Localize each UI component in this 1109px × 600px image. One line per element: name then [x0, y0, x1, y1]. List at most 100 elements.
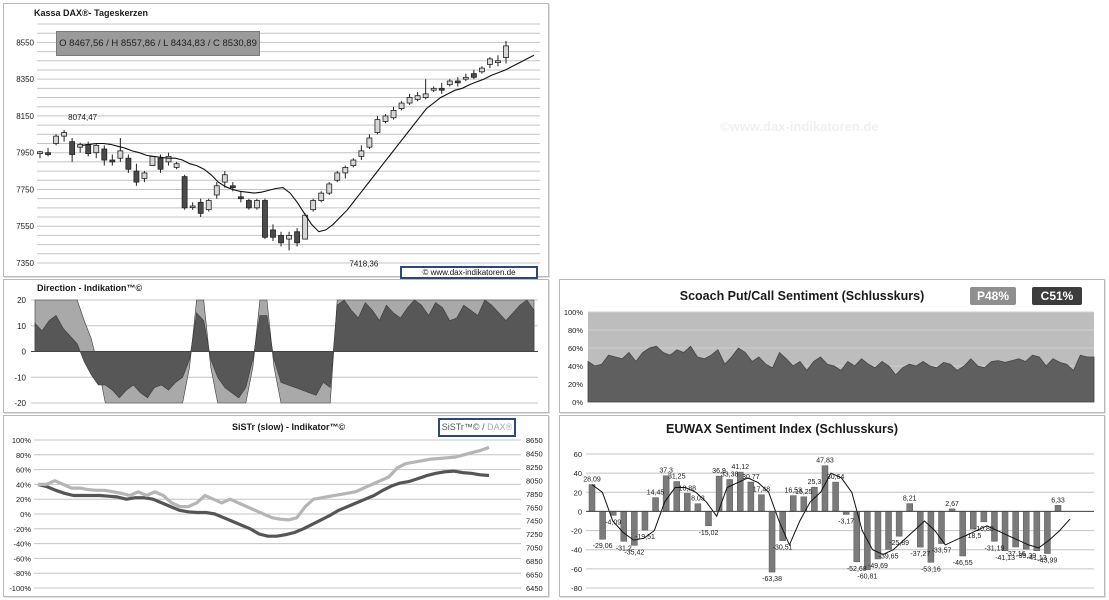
candle-body — [350, 159, 357, 166]
candle-body — [358, 150, 365, 157]
y-tick-label: 7950 — [16, 149, 34, 158]
data-label: -29,06 — [593, 543, 613, 550]
data-label: 17,48 — [753, 487, 771, 494]
chart-title: Kassa DAX®- Tageskerzen — [34, 8, 148, 18]
candle-body — [326, 183, 333, 194]
euwax-panel: EUWAX Sentiment Index (Schlusskurs) 60 40 2… — [559, 415, 1105, 597]
price-annotation: 8074,47 — [68, 113, 97, 122]
y-left-tick-label: 100% — [12, 436, 32, 445]
candle-body — [45, 152, 51, 155]
y-tick-label: -10 — [14, 373, 26, 382]
data-label: -63,38 — [762, 576, 782, 583]
y-left-tick-label: -60% — [13, 554, 31, 563]
y-left-tick-label: -40% — [13, 540, 31, 549]
data-label: -33,57 — [932, 548, 952, 555]
y-tick-label: 20% — [568, 380, 583, 389]
data-label: 28,09 — [583, 477, 601, 484]
candle-body — [189, 205, 196, 208]
y-left-tick-label: 0% — [20, 510, 31, 519]
candle-body — [77, 144, 84, 148]
candle-body — [197, 201, 204, 214]
data-label: 8,21 — [903, 496, 917, 503]
candle-body — [366, 137, 373, 148]
sentiment-bar — [715, 475, 723, 512]
data-label: -3,17 — [838, 518, 854, 525]
legend-dax: DAX® — [487, 422, 513, 432]
sentiment-bar — [1033, 511, 1041, 552]
candle-body — [487, 58, 493, 65]
y-tick-label: 8550 — [16, 38, 34, 47]
sentiment-bar — [917, 511, 924, 548]
candle-body — [454, 80, 461, 84]
sentiment-bar — [1012, 511, 1019, 548]
candle-body — [342, 166, 349, 174]
sistr-legend: SiSTr™© / DAX® — [438, 418, 516, 437]
candle-body — [37, 151, 43, 155]
data-label: 15,25 — [795, 489, 813, 496]
data-label: -18,5 — [965, 533, 981, 540]
sentiment-bar — [652, 497, 659, 512]
candle-body — [117, 150, 124, 159]
candle-body — [69, 141, 76, 155]
y-right-tick-label: 7850 — [526, 490, 543, 499]
candle-body — [262, 200, 268, 238]
data-label: -31,2 — [616, 545, 632, 552]
candle-body — [157, 157, 164, 170]
y-left-tick-label: -80% — [13, 569, 31, 578]
y-left-tick-label: 40% — [16, 480, 31, 489]
y-right-tick-label: 6650 — [526, 571, 543, 580]
candle-body — [245, 200, 252, 209]
candle-body — [374, 119, 381, 133]
candle-body — [446, 80, 453, 86]
y-left-tick-label: -100% — [9, 584, 31, 593]
candle-body — [125, 157, 132, 170]
data-label: 30,77 — [742, 474, 760, 481]
candle-body — [422, 93, 429, 98]
put-badge: P48% — [970, 287, 1016, 305]
y-tick-label: 0% — [572, 398, 583, 407]
call-badge: C51% — [1032, 287, 1082, 305]
sentiment-bar — [609, 511, 617, 516]
data-label: 36,9 — [712, 468, 726, 475]
candle-body — [141, 172, 148, 179]
sentiment-bar — [726, 479, 733, 512]
sentiment-bar — [1054, 505, 1062, 512]
data-label: 18,88 — [679, 485, 697, 492]
candle-body — [286, 235, 292, 240]
ohlc-readout: O 8467,56 / H 8557,86 / L 8434,83 / C 85… — [56, 31, 260, 56]
y-right-tick-label: 8450 — [526, 449, 543, 458]
chart-title: EUWAX Sentiment Index (Schlusskurs) — [666, 422, 898, 436]
y-right-tick-label: 8050 — [526, 476, 543, 485]
y-tick-label: 0 — [578, 507, 582, 516]
data-label: 25,3 — [808, 479, 822, 486]
candle-body — [495, 60, 501, 64]
legend-sistr: SiSTr™© — [441, 422, 480, 432]
candle-body — [462, 76, 469, 80]
moving-average-line — [81, 54, 535, 233]
putcall-panel: Scoach Put/Call Sentiment (Schlusskurs) 1… — [559, 279, 1105, 413]
legend-sep: / — [482, 422, 485, 432]
y-left-tick-label: 60% — [16, 466, 31, 475]
sentiment-bar — [588, 484, 596, 512]
sentiment-bar — [684, 493, 691, 512]
candle-body — [53, 135, 59, 144]
sentiment-bar — [1044, 511, 1051, 554]
candle-body — [310, 200, 317, 211]
y-right-tick-label: 7650 — [526, 503, 543, 512]
sentiment-bar — [779, 511, 786, 541]
sentiment-bar — [980, 511, 988, 523]
y-left-tick-label: -20% — [13, 525, 31, 534]
candle-body — [173, 163, 180, 168]
direction-panel: Direction - Indikation™© 20 10 0 -10 -20 — [3, 279, 549, 413]
data-label: 33,38 — [721, 471, 739, 478]
data-label: -60,81 — [857, 574, 877, 581]
data-label: -39,39 — [1016, 553, 1036, 560]
candle-body — [85, 144, 92, 155]
y-tick-label: 80% — [568, 326, 583, 335]
data-label: 37,3 — [659, 468, 673, 475]
candle-body — [278, 235, 284, 244]
candle-body — [237, 196, 244, 200]
candle-body — [294, 231, 301, 244]
y-tick-label: 8150 — [16, 112, 34, 121]
candle-body — [254, 200, 260, 209]
